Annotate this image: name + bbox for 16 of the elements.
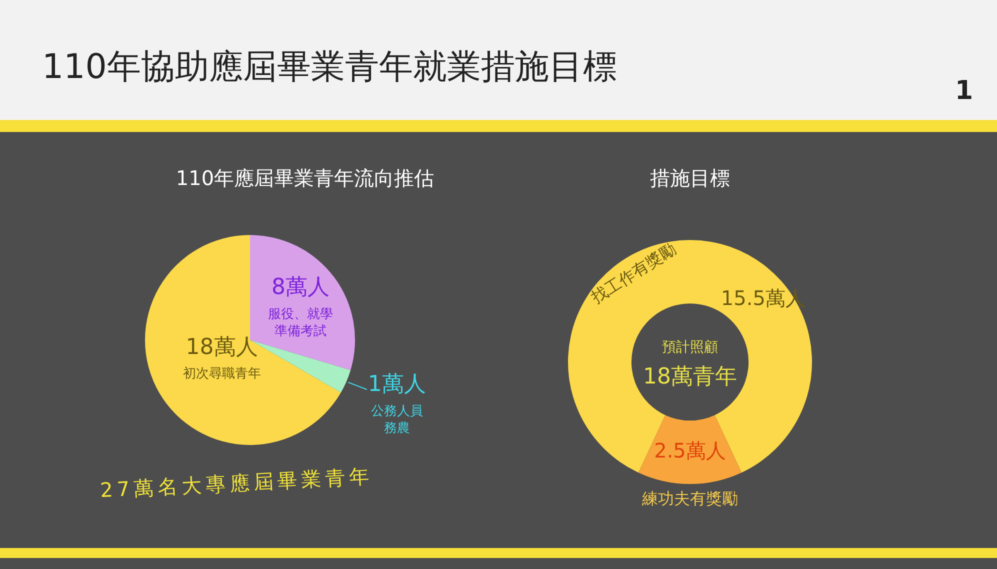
data-label: 18萬人 (186, 334, 258, 360)
text: 預計照顧 (662, 340, 718, 356)
chart-title: 措施目標 (649, 165, 731, 192)
text: 18萬青年 (643, 364, 737, 390)
slice-label: 練功夫有獎勵 (641, 489, 738, 508)
slice-label: 公務人員務農 (370, 404, 423, 436)
data-label: 1萬人 (368, 372, 426, 398)
data-label: 2.5萬人 (654, 438, 726, 462)
text: 27萬名大專應屆畢業青年 (99, 462, 374, 504)
slice-label: 服役、就學準備考試 (268, 306, 334, 339)
text: 1 (955, 76, 974, 106)
text: 110年協助應屆畢業青年就業措施目標 (42, 46, 617, 89)
slice-label: 初次尋職青年 (182, 366, 261, 382)
slice-label: 找工作有獎勵 (587, 239, 680, 308)
data-label: 8萬人 (272, 275, 330, 300)
chart-title: 110年應屆畢業青年流向推估 (174, 165, 436, 192)
